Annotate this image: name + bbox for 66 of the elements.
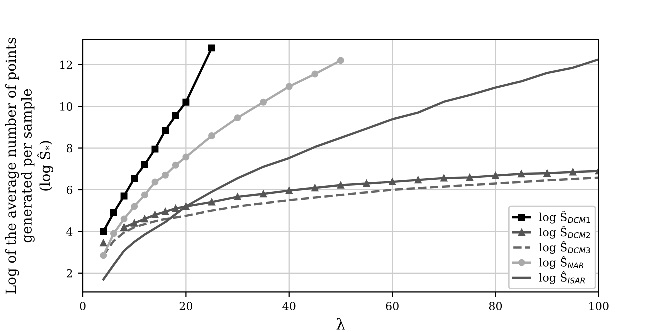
point: [120, 224, 128, 231]
point: [152, 178, 159, 186]
x-tick-label: 60: [386, 302, 399, 310]
point: [440, 174, 448, 182]
point: [337, 182, 344, 189]
point: [570, 168, 577, 176]
point: [162, 172, 170, 179]
point: [182, 98, 190, 106]
point: [100, 240, 108, 247]
point: [131, 220, 138, 227]
point: [312, 70, 319, 78]
point: [492, 172, 500, 180]
point: [131, 175, 138, 182]
point: [234, 194, 242, 201]
y-tick-label: 6: [66, 186, 73, 194]
point: [141, 216, 148, 223]
x-axis-title: λ: [336, 318, 346, 330]
point: [141, 192, 148, 199]
point: [208, 132, 216, 140]
point: [544, 170, 551, 177]
legend-label: log Ŝ$_{ISAR}$: [539, 271, 585, 284]
point: [172, 162, 180, 169]
point: [141, 161, 148, 168]
legend-label: log Ŝ$_{DCM1}$: [539, 211, 590, 224]
legend-label: log Ŝ$_{DCM2}$: [539, 226, 590, 239]
y-axis-title: Log of the average number of points generated per sample (log Ŝ$_{*}$): [6, 38, 54, 294]
y-tick-label: 8: [66, 144, 73, 153]
legend-label: log Ŝ$_{NAR}$: [539, 256, 584, 270]
legend-label: log Ŝ$_{DCM3}$: [539, 241, 590, 254]
point: [286, 187, 293, 194]
point: [120, 216, 128, 223]
point: [286, 83, 293, 90]
point: [363, 180, 370, 188]
point: [182, 154, 190, 161]
point: [110, 230, 118, 238]
y-tick-label: 12: [60, 60, 72, 70]
point: [234, 114, 242, 122]
point: [162, 208, 170, 216]
x-tick-label: 40: [282, 302, 296, 310]
point: [518, 170, 526, 178]
x-tick-label: 0: [80, 302, 86, 310]
point: [337, 57, 344, 64]
point: [260, 190, 268, 198]
point: [162, 127, 170, 134]
point: [260, 98, 268, 106]
point: [208, 198, 216, 206]
point: [110, 209, 118, 216]
x-tick-label: 80: [489, 302, 502, 310]
point: [208, 44, 216, 52]
point: [120, 192, 128, 200]
point: [414, 176, 422, 184]
point: [131, 203, 138, 210]
point: [152, 212, 159, 218]
point: [466, 174, 474, 182]
y-tick-label: 2: [66, 269, 72, 278]
point: [172, 205, 180, 212]
point: [100, 228, 108, 236]
point: [312, 184, 319, 192]
point: [389, 178, 396, 186]
y-tick-label: 10: [60, 102, 73, 111]
point: [172, 112, 180, 120]
point: [152, 146, 159, 153]
point: [100, 252, 108, 260]
x-tick-label: 20: [180, 302, 193, 310]
y-tick-label: 4: [66, 228, 73, 236]
x-tick-label: 100: [590, 302, 609, 310]
